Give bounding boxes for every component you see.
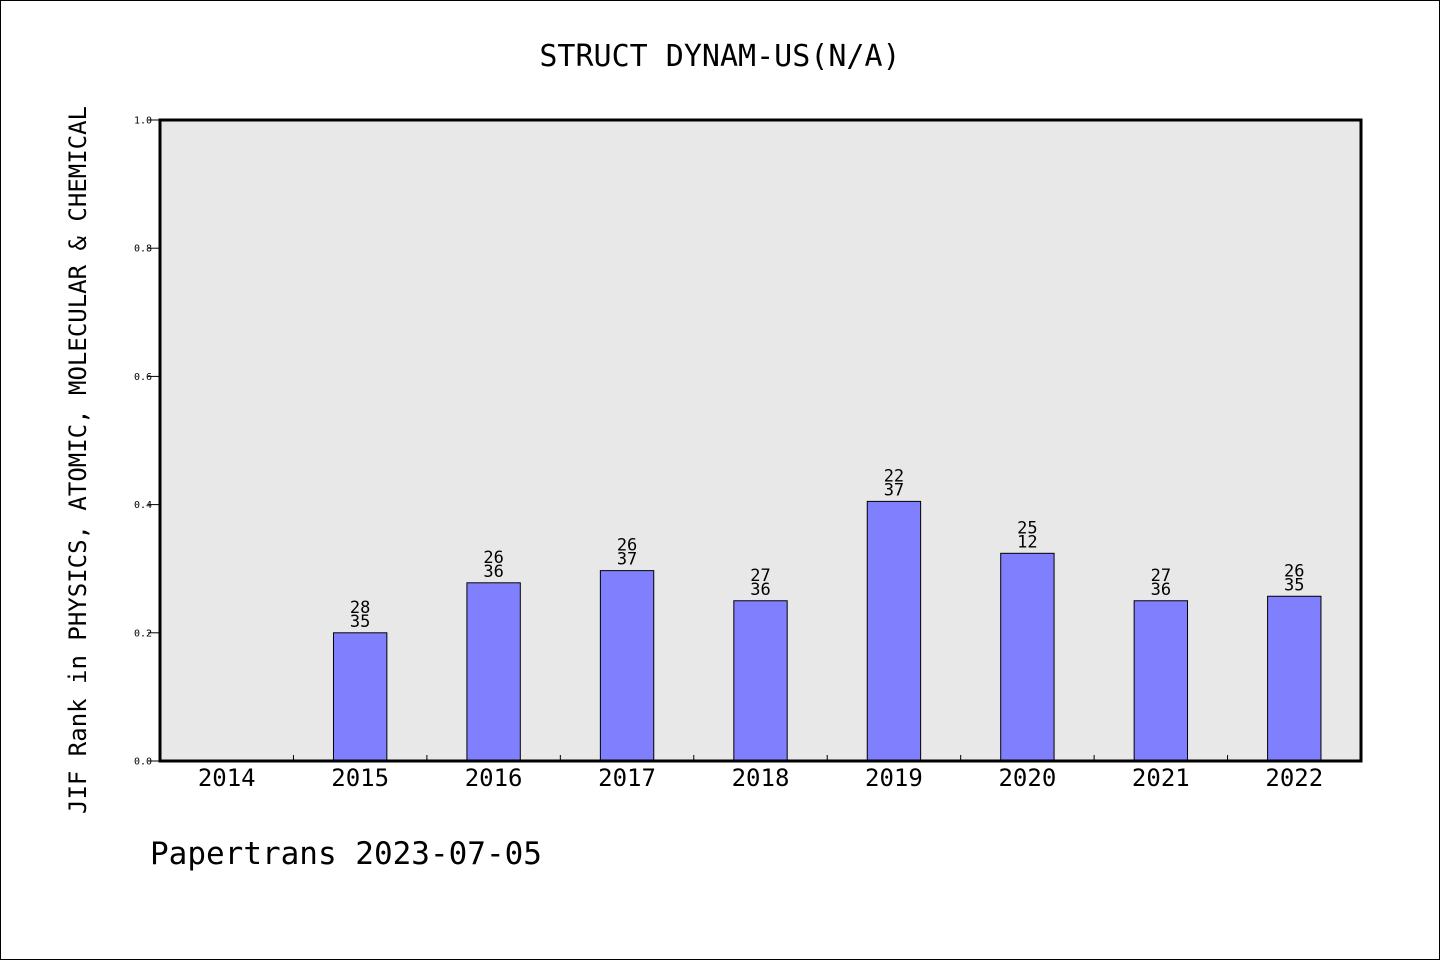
bar-label-rank: 27	[1151, 566, 1171, 586]
bar-label-total: 36	[750, 580, 770, 600]
bar-2021	[1133, 600, 1189, 762]
y-axis-label: JIF Rank in PHYSICS, ATOMIC, MOLECULAR &…	[64, 106, 92, 814]
chart-title: STRUCT DYNAM-US(N/A)	[539, 39, 900, 74]
bar-label-total: 37	[884, 480, 904, 500]
footer-text: Papertrans 2023-07-05	[150, 836, 542, 872]
x-tick-label: 2015	[331, 764, 389, 792]
bar-2017	[599, 570, 655, 762]
x-tick-label: 2022	[1265, 764, 1323, 792]
bar-label-total: 35	[350, 612, 370, 632]
y-tick-label: 0.8	[134, 244, 152, 255]
y-tick-label: 0.0	[134, 757, 152, 768]
bar-2022	[1267, 595, 1322, 762]
bar-label-rank: 26	[617, 536, 637, 556]
y-tick-label: 1.0	[134, 116, 152, 127]
y-tick-label: 0.4	[134, 500, 152, 511]
bar-2019	[866, 500, 922, 762]
y-axis: 0.0 0.2 0.4 0.6 0.8 1.0	[134, 116, 160, 768]
bar-label-rank: 27	[750, 566, 770, 586]
bar-label-rank: 26	[483, 548, 503, 568]
x-tick-label: 2019	[865, 764, 923, 792]
x-tick-label: 2014	[198, 764, 256, 792]
bar-label-rank: 26	[1284, 561, 1304, 581]
plot-border	[158, 118, 1363, 763]
x-tick-label: 2016	[465, 764, 523, 792]
y-tick-label: 0.6	[134, 372, 152, 383]
x-tick-label: 2020	[998, 764, 1056, 792]
x-tick-label: 2017	[598, 764, 656, 792]
bar-label-total: 36	[483, 562, 503, 582]
x-axis: 2014 2015 2016 2017 2018 2019 2020 2021 2022	[198, 755, 1323, 792]
bar-label-rank: 25	[1017, 518, 1037, 538]
x-tick-label: 2018	[732, 764, 790, 792]
y-tick-label: 0.2	[134, 628, 152, 639]
bars	[332, 500, 1322, 762]
bar-label-total: 35	[1284, 575, 1304, 595]
bar-2016	[466, 582, 521, 762]
bar-label-total: 37	[617, 550, 637, 570]
bar-label-rank: 22	[884, 466, 904, 486]
bar-label-total: 12	[1017, 532, 1037, 552]
bar-2020	[1000, 552, 1055, 762]
bar-2015	[332, 632, 388, 762]
x-tick-label: 2021	[1132, 764, 1190, 792]
bar-label-total: 36	[1151, 580, 1171, 600]
bar-2018	[733, 600, 788, 762]
bar-label-rank: 28	[350, 598, 370, 618]
